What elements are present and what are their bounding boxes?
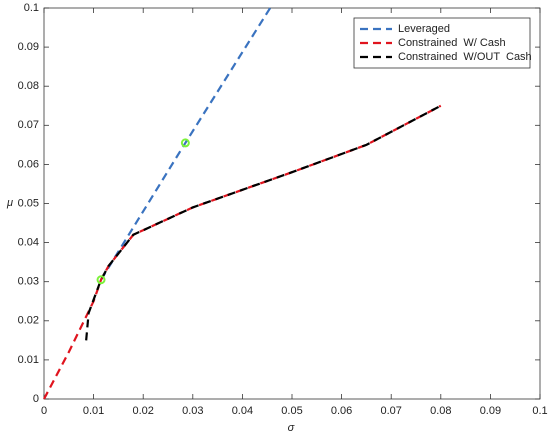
x-tick-label: 0.01 (83, 405, 104, 417)
x-tick-label: 0.08 (430, 405, 451, 417)
legend-box (353, 17, 531, 69)
x-tick-label: 0.03 (182, 405, 203, 417)
y-tick-label: 0 (33, 393, 39, 405)
series-line (100, 7, 272, 281)
y-tick-label: 0.06 (18, 158, 39, 170)
x-tick-label: 0.06 (331, 405, 352, 417)
x-axis-label: σ (288, 422, 295, 434)
y-tick-label: 0.01 (18, 354, 39, 366)
point-marker (96, 275, 106, 285)
series-line (85, 104, 442, 341)
x-tick-label: 0.1 (532, 405, 547, 417)
y-tick-label: 0.02 (18, 315, 39, 327)
legend-label: Constrained W/OUT Cash (398, 51, 532, 63)
legend-label: Leveraged (398, 23, 450, 35)
series-line (43, 104, 442, 400)
point-marker (180, 138, 190, 148)
x-tick-label: 0.09 (480, 405, 501, 417)
legend-label: Constrained W/ Cash (398, 37, 506, 49)
plot-frame (43, 7, 541, 400)
x-tick-label: 0 (41, 405, 47, 417)
y-tick-label: 0.05 (18, 197, 39, 209)
y-axis-label: μ (6, 197, 13, 209)
y-tick-label: 0.04 (18, 237, 39, 249)
y-tick-label: 0.07 (18, 119, 39, 131)
x-tick-label: 0.05 (281, 405, 302, 417)
y-tick-label: 0.09 (18, 41, 39, 53)
x-tick-label: 0.04 (232, 405, 253, 417)
x-tick-label: 0.02 (132, 405, 153, 417)
y-tick-label: 0.1 (24, 2, 39, 14)
y-tick-label: 0.08 (18, 80, 39, 92)
x-tick-label: 0.07 (380, 405, 401, 417)
y-tick-label: 0.03 (18, 276, 39, 288)
